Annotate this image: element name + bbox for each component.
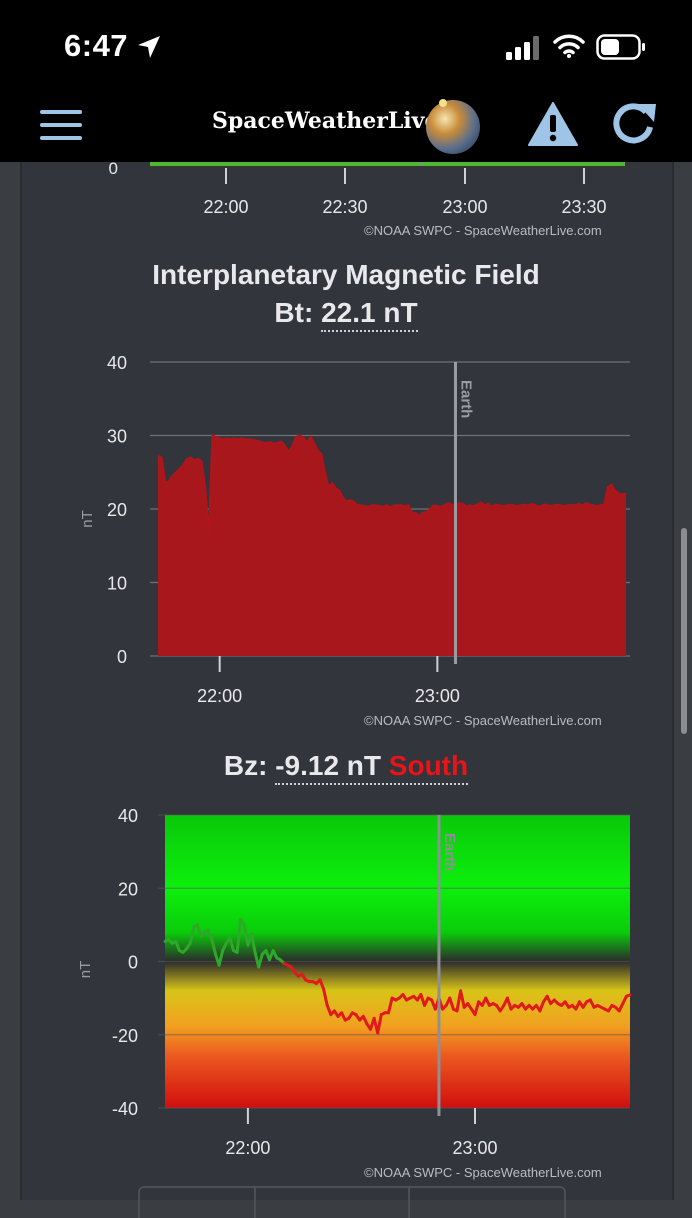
chart-credit[interactable]: ©NOAA SWPC - SpaceWeatherLive.com [364,223,602,238]
bz-segment [459,989,466,1009]
bz-segment [322,987,329,1007]
y-tick-label: 0 [128,953,138,973]
y-tick-label: -40 [112,1099,138,1119]
panel-border-left [20,162,22,1200]
bz-line-series [163,917,632,1035]
tab-divider [408,1188,410,1218]
y-axis-label: nT [79,510,96,528]
bz-segment [217,949,225,967]
y-tick-label: 20 [107,500,127,520]
bz-axis: -40 -20 0 20 40 nT 22:00 23:00 [77,806,498,1158]
bz-chart: -40 -20 0 20 40 nT 22:00 23:00 Earth [77,806,632,1158]
refresh-icon[interactable] [608,100,658,150]
bz-segment [174,939,181,952]
bz-direction: South [388,750,469,781]
bz-segment [505,996,513,1011]
bz-label: Bz: [223,750,268,781]
chart-credit[interactable]: ©NOAA SWPC - SpaceWeatherLive.com [364,1165,602,1180]
bz-segment [206,928,214,941]
alert-icon[interactable] [527,100,579,148]
y-tick-label: 20 [118,879,138,899]
bz-segment [473,1000,481,1017]
y-tick-label: 0 [117,647,127,667]
bt-line-series [157,434,627,535]
x-tick-label: 23:00 [452,1138,497,1158]
top-x-tick-label: 23:30 [561,197,606,217]
battery-icon [596,34,645,60]
status-time: 6:47 [64,28,129,63]
y-tick-label: 10 [107,574,127,594]
top-x-tick-label: 22:00 [203,197,248,217]
earth-label: Earth [441,833,458,871]
location-arrow-icon [138,36,160,58]
chart-credit[interactable]: ©NOAA SWPC - SpaceWeatherLive.com [364,713,602,728]
bz-segment [188,925,196,945]
bz-segment [624,993,632,998]
top-chart-y-tick: 0 [109,162,118,178]
bz-grid [158,814,630,1109]
brand-name[interactable]: SpaceWeatherLive [212,108,439,134]
bt-chart: 0 10 20 30 40 nT 22:00 23:00 Earth [79,353,630,703]
bz-segment [195,923,203,938]
y-tick-label: 40 [107,353,127,373]
bt-earth-marker: Earth [453,362,474,664]
x-tick-label: 22:00 [197,686,242,703]
bz-segment [376,1013,383,1035]
bz-segment [250,932,257,954]
top-x-tick-label: 22:30 [322,197,367,217]
bz-value-wrap[interactable]: -9.12 nT South [275,750,469,785]
wifi-icon [553,34,585,58]
imf-title: Interplanetary Magnetic Field [152,259,540,290]
bz-segment [242,923,250,947]
globe-logo[interactable] [426,100,480,154]
top-x-tick-label: 23:00 [442,197,487,217]
bz-value: -9.12 nT [275,750,382,781]
bt-line: Bt: 22.1 nT [0,297,692,332]
y-axis-label: nT [77,961,94,979]
bz-segment [257,952,264,969]
scrollbar[interactable] [681,528,687,734]
bt-axis: 0 10 20 30 40 nT 22:00 23:00 [79,353,460,703]
bz-line: Bz: -9.12 nT South [0,750,692,785]
bz-segment [210,938,217,956]
signal-icon [506,36,539,60]
bz-earth-marker: Earth [437,815,458,1116]
bz-segment [538,1000,545,1013]
bottom-tab-group[interactable] [138,1186,566,1218]
top-chart-bar [150,162,625,166]
x-tick-label: 23:00 [415,686,460,703]
bz-segment [448,996,455,1011]
panel-border-right [672,162,674,1200]
y-tick-label: 40 [118,806,138,826]
bz-segment [235,917,243,954]
bz-segment [318,978,326,991]
bz-segment [228,936,235,952]
menu-icon[interactable] [40,108,82,142]
x-tick-label: 22:00 [225,1138,270,1158]
bt-label: Bt: [274,297,314,328]
y-tick-label: -20 [112,1026,138,1046]
y-tick-label: 30 [107,427,127,447]
bt-area-series [158,435,626,656]
top-chart: 0 22:00 22:30 23:00 23:30 [109,162,625,217]
tab-divider [254,1188,256,1218]
status-bar: 6:47 [0,0,692,92]
bt-value[interactable]: 22.1 nT [321,297,418,332]
bz-segment [387,996,394,1015]
app-header: SpaceWeatherLive [0,92,692,162]
earth-label: Earth [457,380,474,418]
notification-dot-icon [439,99,447,107]
